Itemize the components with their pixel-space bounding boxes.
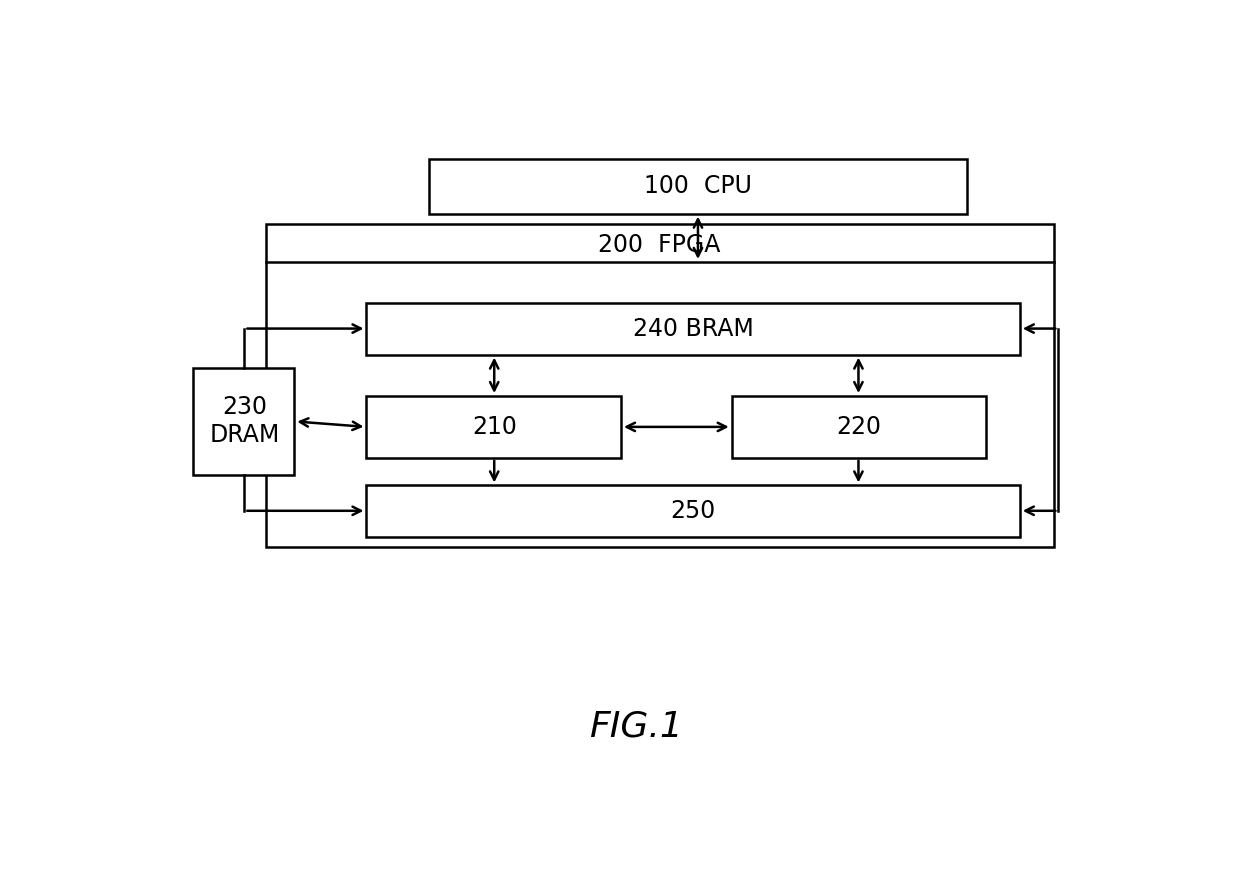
Bar — [265, 224, 1054, 547]
Text: 100  CPU: 100 CPU — [644, 174, 751, 198]
Bar — [367, 396, 621, 458]
Text: FIG.1: FIG.1 — [589, 709, 682, 743]
Bar — [193, 369, 294, 475]
Text: 240 BRAM: 240 BRAM — [632, 317, 754, 340]
Bar — [367, 485, 1019, 537]
Bar — [429, 159, 967, 213]
Text: 230
DRAM: 230 DRAM — [210, 396, 279, 447]
Text: 210: 210 — [471, 415, 517, 438]
Text: 200  FPGA: 200 FPGA — [599, 233, 720, 256]
Text: 220: 220 — [836, 415, 880, 438]
Text: 250: 250 — [671, 499, 715, 522]
Bar — [732, 396, 986, 458]
Bar — [367, 303, 1019, 355]
